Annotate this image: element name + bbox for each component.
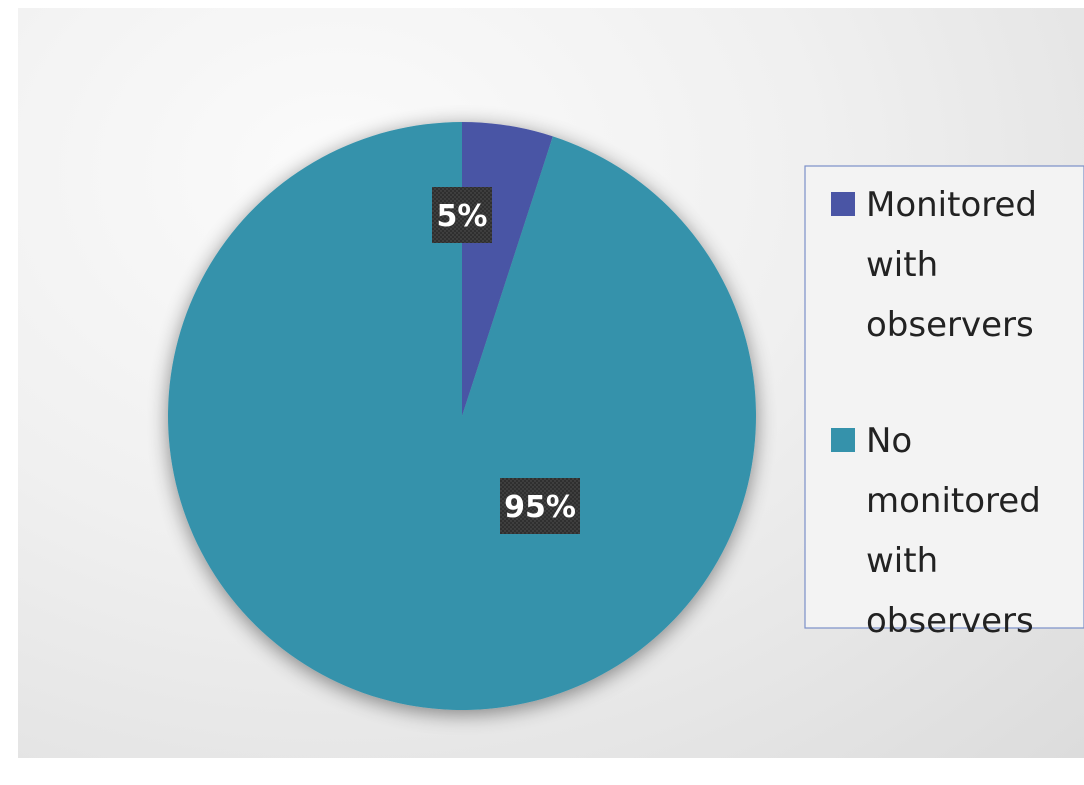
data-label-text: 95% — [504, 490, 576, 525]
legend-swatch — [831, 428, 855, 452]
chart-area: 5% 95% Monitored with observers No monitored w… — [18, 8, 1084, 758]
data-label-text: 5% — [437, 199, 488, 234]
legend-label: No — [866, 421, 912, 461]
legend-label: with — [866, 541, 938, 581]
legend-swatch — [831, 192, 855, 216]
legend-frame — [804, 165, 1084, 629]
data-label-box — [432, 187, 492, 243]
legend: Monitored with observers No monitored with obs… — [804, 165, 1084, 641]
data-label-box — [500, 478, 580, 534]
legend-label: monitored — [866, 481, 1041, 521]
legend-label: Monitored — [866, 185, 1037, 225]
legend-label: observers — [866, 601, 1034, 641]
data-label: 95% — [500, 478, 580, 534]
legend-label: observers — [866, 305, 1034, 345]
pie-slice — [168, 122, 757, 711]
legend-label: with — [866, 245, 938, 285]
data-labels: 5% 95% — [432, 187, 580, 534]
pie-chart: 5% 95% Monitored with observers No monitored w… — [168, 122, 1084, 711]
data-label: 5% — [432, 187, 492, 243]
